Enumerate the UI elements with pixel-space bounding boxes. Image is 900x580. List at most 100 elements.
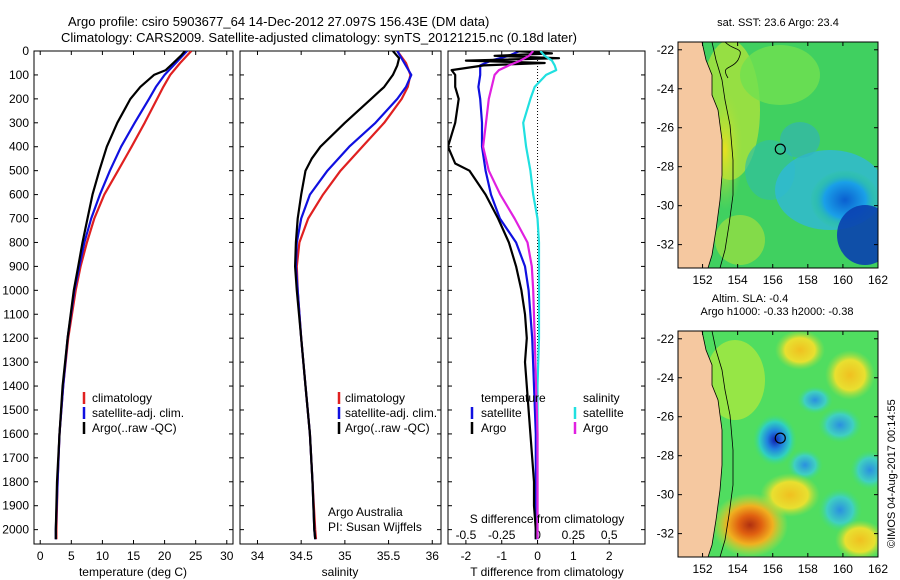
difference-xlabel: T difference from climatology xyxy=(470,565,624,579)
map-y-tick-label: -32 xyxy=(657,238,675,252)
legend-label-s-satellite: satellite xyxy=(583,406,624,420)
s-tick-label: -0.5 xyxy=(456,528,477,542)
map-y-tick-label: -24 xyxy=(657,371,675,385)
difference-xlabel-top: S difference from climatology xyxy=(470,512,625,526)
sst-map-land xyxy=(678,42,723,268)
temperature-panel: 0 5 10 15 20 25 30 temperature (deg C) climato… xyxy=(33,50,234,579)
salinity-lines xyxy=(294,51,413,540)
figure-subtitle: Climatology: CARS2009. Satellite-adjuste… xyxy=(61,30,577,45)
sst-map-image xyxy=(678,42,878,268)
x-tick-label: -1 xyxy=(496,549,507,563)
difference-lines xyxy=(448,51,561,540)
map-x-tick-label: 158 xyxy=(798,273,818,287)
map-y-tick-label: -30 xyxy=(657,199,675,213)
sst-map-profile-marker xyxy=(774,143,786,155)
salinity-panel: 34 34.5 35 35.5 36 salinity climatology sate… xyxy=(239,50,442,579)
series-line xyxy=(54,51,186,540)
s-tick-label: 0.5 xyxy=(601,528,618,542)
legend-label-t-satellite: satellite xyxy=(481,406,522,420)
map-y-tick-label: -26 xyxy=(657,410,675,424)
depth-tick-label: 600 xyxy=(9,188,29,202)
depth-tick-label: 1700 xyxy=(2,451,29,465)
x-tick-label: 5 xyxy=(68,549,75,563)
x-tick-label: 15 xyxy=(127,549,141,563)
depth-tick-label: 0 xyxy=(22,44,29,58)
annotation-pi-name: PI: Susan Wijffels xyxy=(328,520,422,534)
x-tick-label: 34.5 xyxy=(289,549,313,563)
x-tick-label: 35.5 xyxy=(377,549,401,563)
x-tick-label: 0 xyxy=(534,549,541,563)
figure-title: Argo profile: csiro 5903677_64 14-Dec-20… xyxy=(68,14,489,29)
legend-title-salinity: salinity xyxy=(583,391,620,405)
depth-tick-label: 1600 xyxy=(2,427,29,441)
difference-legend: temperature salinity satellite Argo sate… xyxy=(470,391,624,435)
map-x-tick-label: 152 xyxy=(693,273,713,287)
sla-map-frame xyxy=(677,330,879,558)
depth-tick-label: 1200 xyxy=(2,331,29,345)
depth-tick-label: 200 xyxy=(9,92,29,106)
depth-tick-label: 900 xyxy=(9,259,29,273)
map-y-tick-label: -30 xyxy=(657,488,675,502)
map-x-tick-label: 162 xyxy=(868,562,888,576)
depth-axis: 0 100 200 300 400 500 600 700 800 900 1000 1100 1200… xyxy=(2,44,645,537)
legend-label-t-argo: Argo xyxy=(481,421,507,435)
x-tick-label: 34 xyxy=(251,549,265,563)
depth-tick-label: 1800 xyxy=(2,475,29,489)
depth-tick-label: 100 xyxy=(9,68,29,82)
map-y-tick-label: -22 xyxy=(657,332,675,346)
map-x-tick-label: 152 xyxy=(693,562,713,576)
sst-map-ticks: 152 154 156 158 160 162 -22 -24 -26 -28 -30 -32 xyxy=(657,42,888,287)
map-x-tick-label: 156 xyxy=(763,562,783,576)
sla-map-title: Altim. SLA: -0.4 xyxy=(712,293,788,305)
sla-map-image xyxy=(678,331,878,557)
depth-tick-label: 800 xyxy=(9,235,29,249)
annotation-argo-australia: Argo Australia xyxy=(328,505,403,519)
temperature-x-ticks: 0 5 10 15 20 25 30 xyxy=(37,51,234,563)
map-y-tick-label: -28 xyxy=(657,160,675,174)
temperature-legend: climatology satellite-adj. clim. Argo(..… xyxy=(82,391,184,435)
legend-label-climatology: climatology xyxy=(345,391,405,405)
depth-tick-label: 1500 xyxy=(2,403,29,417)
difference-panel: -2 -1 0 1 2-0.5 -0.25 0 0.25 0.5 T difference fr… xyxy=(447,50,646,579)
map-y-tick-label: -28 xyxy=(657,449,675,463)
x-tick-label: 1 xyxy=(570,549,577,563)
x-tick-label: 2 xyxy=(606,549,613,563)
depth-tick-label: 700 xyxy=(9,212,29,226)
depth-tick-label: 400 xyxy=(9,140,29,154)
sla-map-profile-marker xyxy=(774,432,786,444)
sst-map-frame xyxy=(677,41,879,269)
depth-tick-label: 500 xyxy=(9,164,29,178)
map-x-tick-label: 160 xyxy=(833,562,853,576)
legend-title-temperature: temperature xyxy=(481,391,546,405)
salinity-xlabel: salinity xyxy=(322,565,359,579)
map-y-tick-label: -32 xyxy=(657,527,675,541)
x-tick-label: 25 xyxy=(189,549,203,563)
series-line xyxy=(294,51,401,540)
map-x-tick-label: 154 xyxy=(728,562,748,576)
depth-tick-label: 1400 xyxy=(2,379,29,393)
s-tick-label: 0.25 xyxy=(562,528,586,542)
series-line xyxy=(55,51,193,540)
salinity-legend: climatology satellite-adj. clim. Argo(..… xyxy=(337,391,437,435)
map-y-tick-label: -24 xyxy=(657,82,675,96)
legend-label-s-argo: Argo xyxy=(583,421,609,435)
series-line xyxy=(295,51,412,540)
x-tick-label: 35 xyxy=(338,549,352,563)
salinity-x-ticks: 34 34.5 35 35.5 36 xyxy=(251,51,439,563)
map-y-tick-label: -22 xyxy=(657,43,675,57)
sla-map-panel: Altim. SLA: -0.4 Argo h1000: -0.33 h2000… xyxy=(657,293,889,576)
sla-map-ticks: 152 154 156 158 160 162 -22 -24 -26 -28 -30 -32 xyxy=(657,331,888,576)
x-tick-label: 10 xyxy=(96,549,110,563)
sst-map-panel: sat. SST: 23.6 Argo: 23.4 152 154 156 158 16… xyxy=(657,17,889,287)
x-tick-label: -2 xyxy=(461,549,472,563)
map-x-tick-label: 156 xyxy=(763,273,783,287)
depth-tick-label: 300 xyxy=(9,116,29,130)
legend-label-argo: Argo(..raw -QC) xyxy=(345,421,430,435)
series-line xyxy=(294,51,413,540)
depth-tick-label: 2000 xyxy=(2,523,29,537)
legend-label-satellite-adj: satellite-adj. clim. xyxy=(345,406,437,420)
salinity-axes-frame xyxy=(239,50,442,545)
series-line xyxy=(448,51,561,540)
imos-timestamp: ©IMOS 04-Aug-2017 00:14:55 xyxy=(886,399,898,548)
